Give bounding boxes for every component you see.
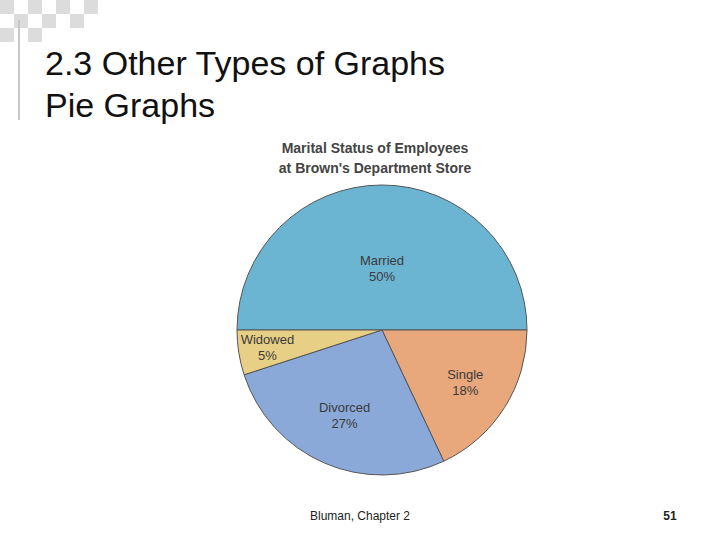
html-text:Marital Status of Employees: Marital Status of Employees: [281, 140, 469, 156]
svg-text:Widowed5%: Widowed5%: [241, 332, 294, 363]
svg-text:Married50%: Married50%: [360, 253, 404, 284]
html-text:51: 51: [663, 509, 677, 523]
html-text:at Brown's Department Store: at Brown's Department Store: [278, 160, 472, 176]
svg-text:Single18%: Single18%: [447, 367, 483, 398]
html-text:Pie Graphs: Pie Graphs: [45, 86, 216, 124]
html-text:Bluman, Chapter 2: Bluman, Chapter 2: [310, 509, 410, 523]
html-text:2.3 Other Types of Graphs: 2.3 Other Types of Graphs: [45, 44, 445, 82]
svg-text:Divorced27%: Divorced27%: [319, 400, 370, 431]
